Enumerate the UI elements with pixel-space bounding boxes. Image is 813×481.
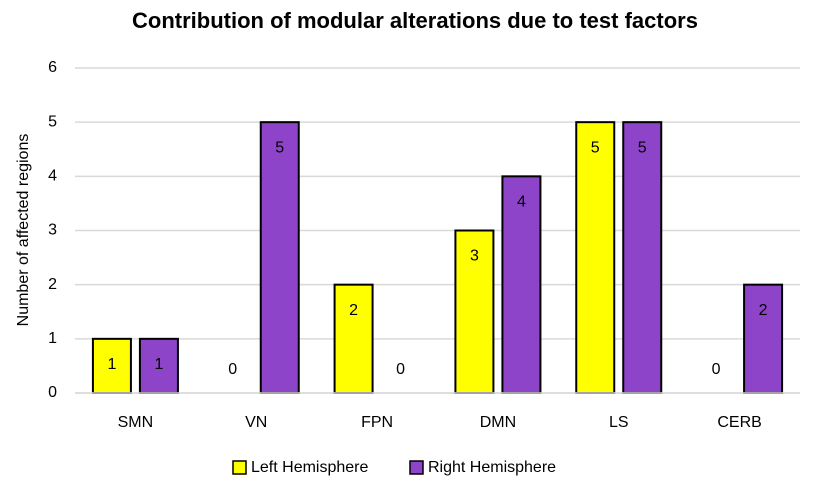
legend-swatch (232, 460, 247, 475)
y-tick-label: 6 (48, 59, 57, 76)
bar (333, 283, 374, 394)
y-axis-label: Number of affected regions (15, 134, 32, 327)
data-label: 3 (470, 248, 479, 265)
y-tick-label: 3 (48, 222, 57, 239)
data-label: 0 (396, 361, 405, 378)
x-tick-label: LS (609, 414, 629, 431)
legend-label: Right Hemisphere (428, 459, 556, 476)
y-tick-label: 1 (48, 330, 57, 347)
x-tick-label: CERB (717, 414, 761, 431)
bar (259, 121, 300, 395)
data-label: 5 (591, 139, 600, 156)
bar (501, 175, 542, 394)
y-tick-label: 4 (48, 168, 57, 185)
data-label: 1 (154, 356, 163, 373)
data-label: 2 (759, 302, 768, 319)
x-tick-label: VN (245, 414, 267, 431)
legend-swatch (409, 460, 424, 475)
data-label: 4 (517, 194, 526, 211)
x-tick-label: FPN (361, 414, 393, 431)
bar (138, 337, 179, 395)
data-label: 1 (107, 356, 116, 373)
y-tick-label: 0 (48, 384, 57, 401)
y-tick-label: 2 (48, 276, 57, 293)
data-label: 5 (275, 139, 284, 156)
x-tick-label: DMN (480, 414, 516, 431)
bar (622, 121, 663, 395)
chart-title: Contribution of modular alterations due … (132, 8, 698, 33)
data-label: 0 (228, 361, 237, 378)
data-label: 0 (712, 361, 721, 378)
bar (743, 283, 784, 394)
x-tick-label: SMN (118, 414, 154, 431)
y-tick-label: 5 (48, 113, 57, 130)
data-label: 5 (638, 139, 647, 156)
bar (575, 121, 616, 395)
legend-label: Left Hemisphere (251, 459, 368, 476)
data-label: 2 (349, 302, 358, 319)
